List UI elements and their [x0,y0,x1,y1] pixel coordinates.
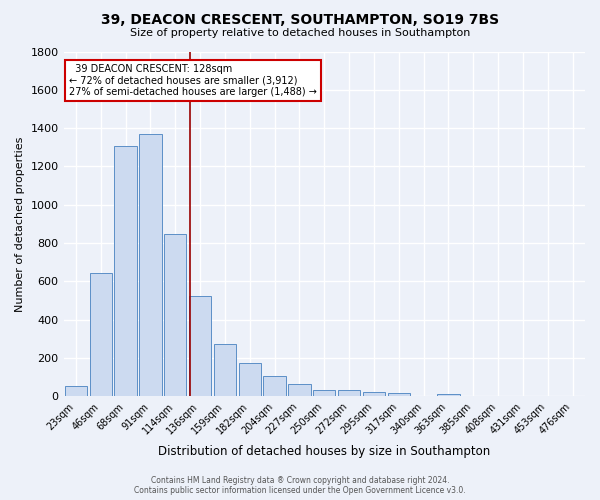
Text: Size of property relative to detached houses in Southampton: Size of property relative to detached ho… [130,28,470,38]
Bar [115,146,137,396]
Bar [338,390,360,396]
Bar [65,386,87,396]
Y-axis label: Number of detached properties: Number of detached properties [15,136,25,312]
Bar [363,392,385,396]
Bar [388,394,410,396]
Bar [164,234,187,396]
Bar [239,363,261,396]
Bar [288,384,311,396]
Text: 39 DEACON CRESCENT: 128sqm  
← 72% of detached houses are smaller (3,912)
27% of: 39 DEACON CRESCENT: 128sqm ← 72% of deta… [69,64,317,97]
Text: 39, DEACON CRESCENT, SOUTHAMPTON, SO19 7BS: 39, DEACON CRESCENT, SOUTHAMPTON, SO19 7… [101,12,499,26]
Bar [263,376,286,396]
Text: Contains HM Land Registry data ® Crown copyright and database right 2024.
Contai: Contains HM Land Registry data ® Crown c… [134,476,466,495]
Bar [139,134,161,396]
Bar [214,344,236,396]
Bar [89,272,112,396]
Bar [437,394,460,396]
Bar [313,390,335,396]
Bar [189,296,211,396]
X-axis label: Distribution of detached houses by size in Southampton: Distribution of detached houses by size … [158,444,490,458]
